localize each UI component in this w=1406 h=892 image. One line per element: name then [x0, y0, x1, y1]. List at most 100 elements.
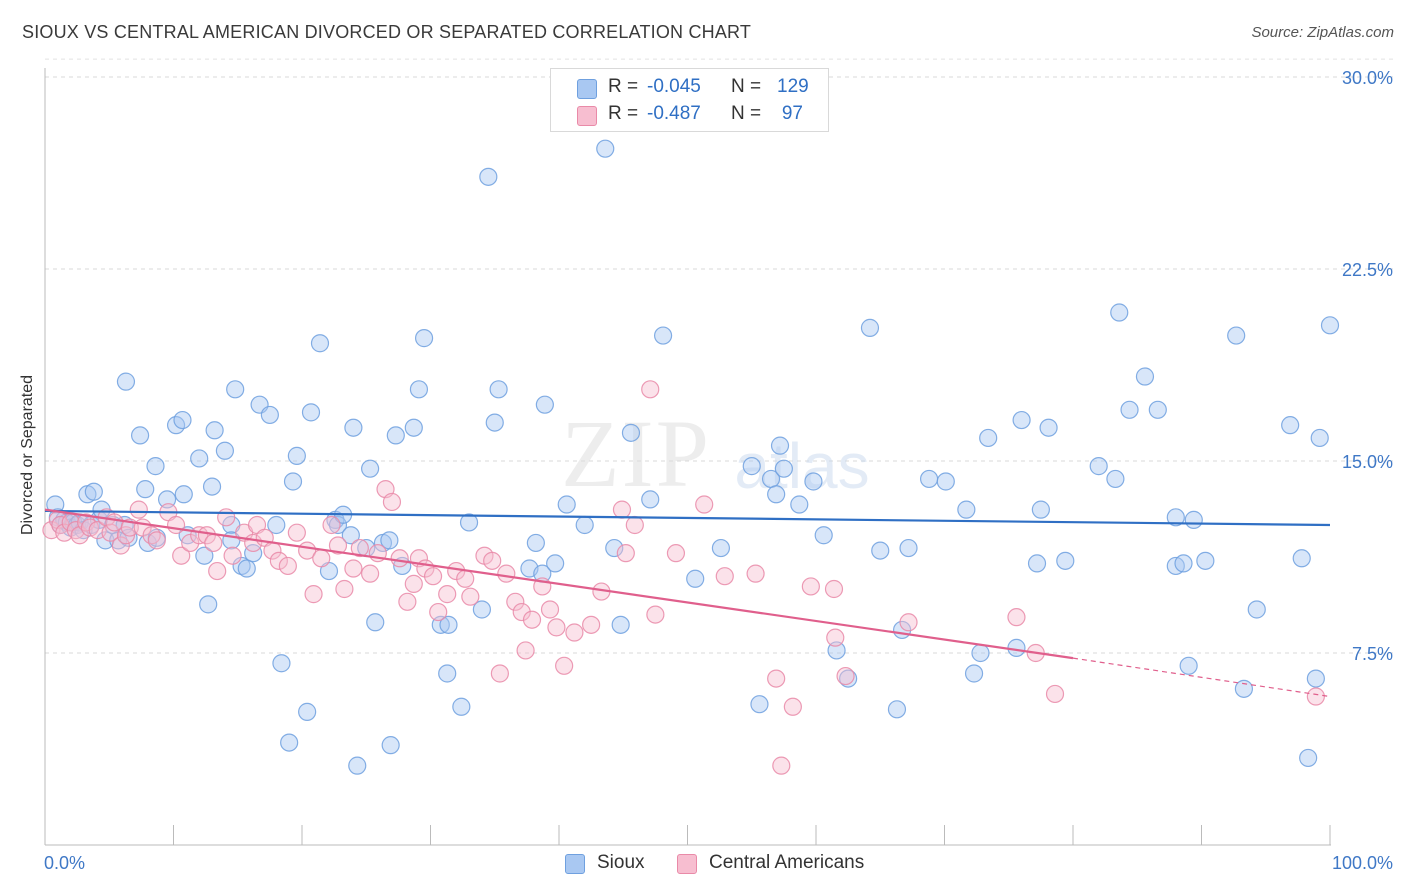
central-americans-point [497, 564, 516, 583]
sioux-point [641, 490, 660, 509]
gridlines [45, 58, 1393, 654]
sioux-point [344, 418, 363, 437]
axes [44, 68, 1331, 846]
sioux-point [686, 569, 705, 588]
central-americans-point [1007, 608, 1026, 627]
sioux-point [244, 544, 263, 563]
sioux-point [328, 515, 348, 535]
central-americans-trend-extension [1072, 657, 1331, 698]
trend-lines [44, 508, 1331, 698]
sioux-trend-line [44, 509, 1331, 527]
sioux-point [301, 403, 321, 422]
central-americans-point [483, 551, 502, 570]
central-americans-point [641, 380, 660, 399]
sioux-point [742, 457, 761, 476]
sioux-point [1039, 418, 1058, 437]
chart-title: SIOUX VS CENTRAL AMERICAN DIVORCED OR SE… [22, 22, 752, 42]
central-americans-point [101, 523, 120, 542]
sioux-point [860, 318, 880, 337]
sioux-point [232, 556, 251, 576]
central-americans-point [223, 546, 242, 565]
sioux-point [804, 472, 823, 491]
sioux-point [535, 395, 554, 414]
sioux-point [199, 595, 218, 614]
central-americans-point [55, 523, 74, 542]
legend-swatch-sioux [565, 854, 585, 874]
central-americans-point [522, 610, 542, 629]
sioux-point [341, 526, 360, 545]
central-americans-point [666, 544, 686, 563]
central-americans-point [746, 564, 765, 583]
central-americans-point [269, 551, 288, 570]
sioux-point [283, 472, 303, 491]
sioux-point [190, 449, 209, 468]
sioux-point [361, 459, 380, 478]
sioux-point [479, 167, 498, 186]
legend-swatch-sioux [577, 79, 597, 99]
sioux-point [1247, 600, 1266, 619]
central-americans-point [695, 495, 714, 514]
sioux-point [215, 441, 234, 460]
central-americans-point [565, 623, 584, 642]
sioux-point [173, 410, 192, 430]
sioux-point [267, 515, 286, 535]
legend-label-sioux: Sioux [597, 852, 645, 873]
sioux-point [557, 495, 576, 514]
central-americans-point [767, 669, 786, 688]
legend-r-value: -0.045 [647, 76, 701, 97]
central-americans-point [516, 641, 535, 660]
y-tick-label: 7.5% [1352, 644, 1393, 664]
central-americans-point [824, 579, 844, 599]
sioux-point [237, 559, 256, 578]
sioux-point [404, 418, 423, 437]
sioux-point [621, 423, 641, 442]
sioux-point [459, 513, 479, 532]
y-tick-label: 30.0% [1342, 68, 1393, 88]
central-americans-point [512, 602, 531, 622]
central-americans-point [304, 585, 323, 604]
sioux-point [1174, 554, 1193, 573]
central-americans-point [328, 536, 348, 555]
sioux-point [546, 554, 565, 573]
sioux-point [767, 485, 786, 504]
central-americans-point [826, 628, 845, 647]
sioux-point [596, 139, 615, 158]
sioux-point [1089, 457, 1108, 476]
central-americans-point [490, 664, 509, 683]
sioux-point [174, 485, 193, 504]
sioux-point [839, 669, 858, 688]
sioux-point [116, 372, 136, 391]
sioux-point [1227, 326, 1246, 345]
central-americans-point [166, 515, 186, 535]
sioux-point [1031, 500, 1050, 519]
sioux-point [439, 615, 458, 634]
sioux-point [1306, 669, 1325, 688]
sioux-point [310, 334, 330, 353]
sioux-point [280, 733, 299, 752]
central-americans-point [129, 500, 148, 519]
sioux-point [936, 472, 955, 491]
sioux-point [1299, 748, 1318, 768]
sioux-point [750, 695, 769, 714]
sioux-point [1148, 400, 1167, 419]
x-tick-label: 100.0% [1332, 853, 1393, 873]
legend-n-label: N = [731, 103, 762, 124]
sioux-point [287, 446, 306, 465]
sioux-point [485, 413, 504, 432]
sioux-point [1234, 679, 1254, 698]
central-americans-point [217, 508, 236, 527]
sioux-point [1110, 303, 1129, 322]
central-americans-point [506, 592, 525, 611]
sioux-point [1135, 367, 1155, 386]
central-americans-point [147, 531, 166, 550]
sioux-point [1012, 410, 1031, 430]
central-americans-point [111, 536, 130, 555]
sioux-point [814, 526, 833, 545]
sioux-point [1056, 551, 1075, 570]
sioux-point [226, 380, 245, 399]
sioux-point [366, 613, 385, 632]
correlation-legend: R = -0.045 N = 129 R = -0.487 N = 97 [550, 68, 829, 132]
central-americans-point [616, 544, 635, 563]
central-americans-point [899, 613, 918, 632]
